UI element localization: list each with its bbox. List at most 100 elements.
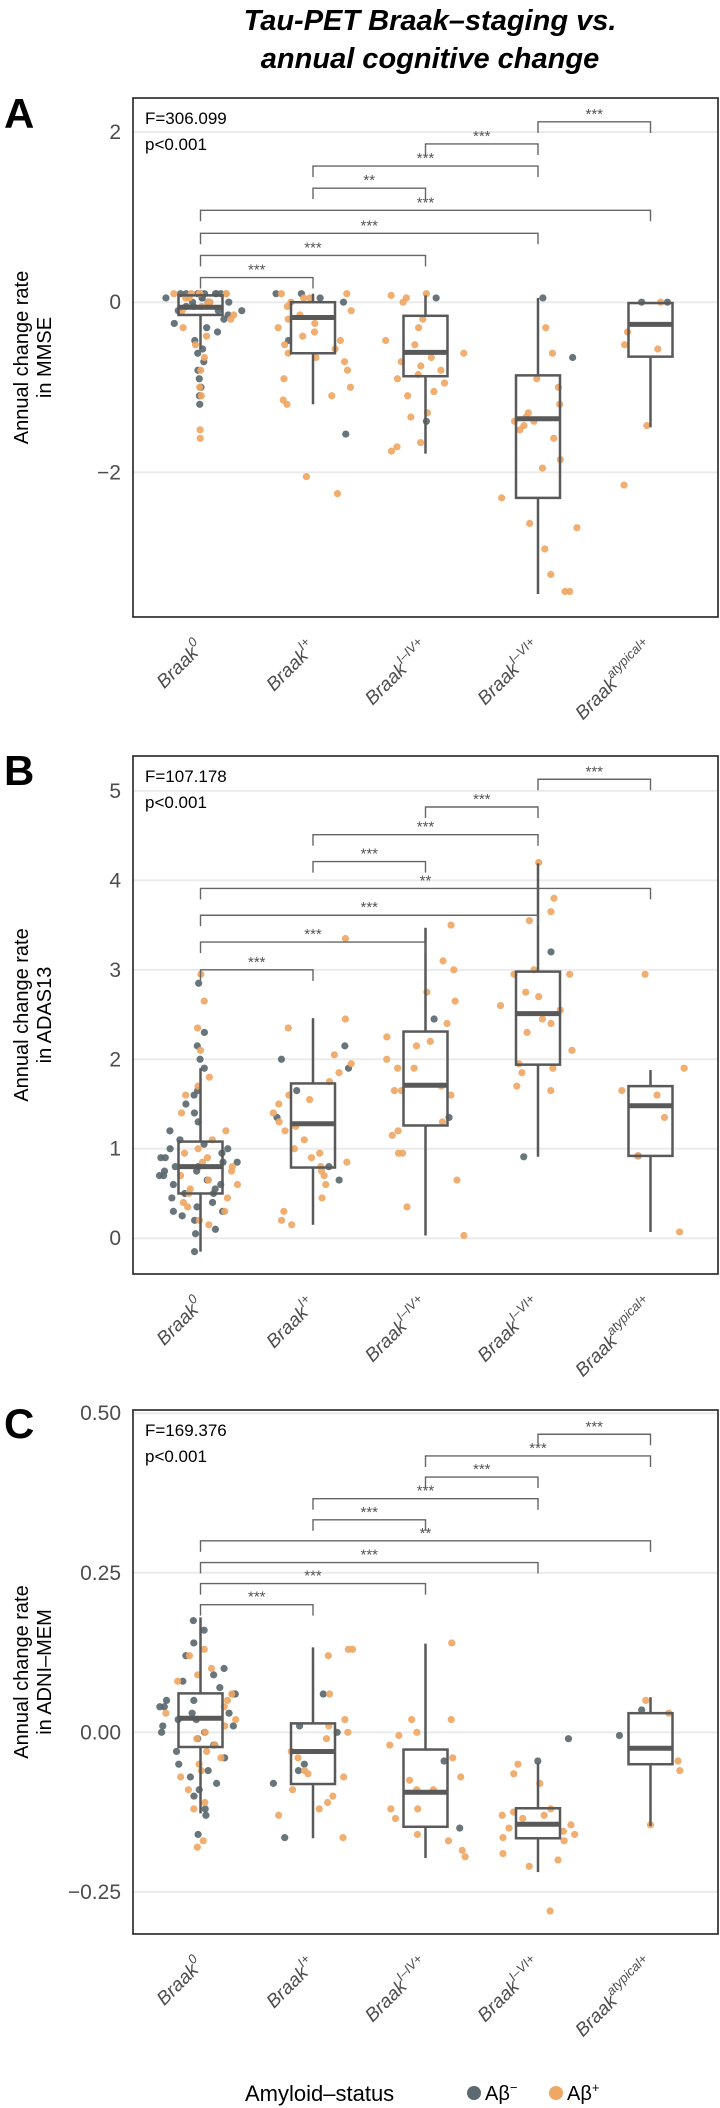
- data-point-abeta-negative: [159, 1722, 167, 1730]
- x-tick-label-superscript: atypical+: [603, 1291, 650, 1338]
- data-point-abeta-positive: [510, 1770, 518, 1778]
- data-point-abeta-negative: [341, 1042, 349, 1050]
- data-point-abeta-negative: [212, 1779, 221, 1787]
- data-point-abeta-positive: [180, 1149, 189, 1157]
- data-point-abeta-positive: [341, 1015, 349, 1023]
- data-point-abeta-positive: [458, 1846, 466, 1854]
- data-point-abeta-negative: [190, 1248, 199, 1256]
- data-point-abeta-positive: [387, 447, 396, 455]
- data-point-abeta-positive: [177, 1109, 186, 1117]
- y-tick-label: 2: [109, 121, 121, 144]
- y-axis-title-line1: Annual change rate: [11, 271, 33, 444]
- data-point-abeta-negative: [200, 1626, 208, 1634]
- data-point-abeta-negative: [203, 324, 211, 332]
- data-point-abeta-positive: [280, 1207, 288, 1215]
- data-point-abeta-positive: [388, 1131, 396, 1139]
- data-point-abeta-negative: [161, 1154, 169, 1162]
- data-point-abeta-positive: [174, 1677, 182, 1685]
- data-point-abeta-positive: [299, 332, 307, 340]
- data-point-abeta-positive: [674, 1757, 682, 1765]
- x-tick-label: BraakI–IV+: [358, 1291, 433, 1366]
- data-point-abeta-positive: [275, 1118, 283, 1126]
- data-point-abeta-positive: [200, 997, 208, 1005]
- figure-title-line2: annual cognitive change: [261, 43, 599, 75]
- data-point-abeta-positive: [413, 1728, 421, 1736]
- significance-bracket: [199, 941, 427, 954]
- data-point-abeta-negative: [430, 1015, 438, 1023]
- data-point-abeta-positive: [322, 1735, 331, 1743]
- data-point-abeta-negative: [233, 1158, 241, 1166]
- data-point-abeta-positive: [496, 1002, 505, 1010]
- data-point-abeta-positive: [341, 934, 350, 943]
- legend-swatch-abeta-negative: [467, 2086, 481, 2100]
- data-point-abeta-positive: [179, 1198, 187, 1207]
- data-point-abeta-positive: [547, 1019, 555, 1028]
- data-point-abeta-positive: [430, 387, 438, 396]
- data-point-abeta-positive: [227, 315, 235, 323]
- data-point-abeta-positive: [199, 1837, 207, 1845]
- y-tick-label: 0: [109, 291, 121, 314]
- data-point-abeta-positive: [277, 290, 285, 298]
- data-point-abeta-positive: [347, 1060, 355, 1068]
- data-point-abeta-positive: [547, 1086, 555, 1095]
- significance-bracket: [199, 209, 652, 222]
- data-point-abeta-negative: [564, 1735, 573, 1743]
- data-point-abeta-negative: [166, 1127, 174, 1135]
- data-point-abeta-positive: [393, 443, 401, 451]
- data-point-abeta-positive: [676, 1767, 684, 1775]
- data-point-abeta-positive: [550, 894, 558, 902]
- data-point-abeta-positive: [222, 1127, 230, 1135]
- data-point-abeta-positive: [542, 324, 550, 332]
- box-iqr: [514, 970, 562, 1066]
- data-point-abeta-positive: [205, 1221, 213, 1229]
- data-point-abeta-negative: [178, 1212, 186, 1220]
- box-iqr: [402, 1030, 449, 1127]
- data-point-abeta-positive: [162, 1709, 170, 1717]
- data-point-abeta-positive: [281, 1127, 289, 1135]
- data-point-abeta-positive: [405, 1776, 414, 1784]
- data-point-abeta-positive: [191, 341, 200, 349]
- data-point-abeta-positive: [410, 1064, 418, 1072]
- data-point-abeta-negative: [225, 298, 233, 306]
- data-point-abeta-negative: [195, 375, 203, 383]
- data-point-abeta-positive: [394, 1064, 402, 1072]
- significance-label: ***: [585, 1418, 603, 1435]
- data-point-abeta-negative: [638, 1706, 646, 1714]
- data-point-abeta-positive: [427, 353, 435, 362]
- significance-bracket: [199, 969, 314, 981]
- data-point-abeta-positive: [200, 1645, 208, 1653]
- data-point-abeta-negative: [194, 349, 202, 357]
- data-point-abeta-positive: [453, 1176, 461, 1184]
- significance-bracket: [312, 165, 539, 178]
- data-point-abeta-negative: [190, 1639, 198, 1647]
- significance-label: ***: [248, 1589, 266, 1606]
- data-point-abeta-positive: [547, 908, 555, 916]
- data-point-abeta-positive: [179, 324, 187, 332]
- data-point-abeta-negative: [294, 1767, 303, 1775]
- data-point-abeta-negative: [166, 1145, 174, 1153]
- y-axis-title-line1: Annual change rate: [11, 1585, 33, 1758]
- data-point-abeta-negative: [615, 1731, 624, 1740]
- data-point-abeta-positive: [306, 294, 314, 302]
- box-iqr: [289, 300, 337, 355]
- x-tick-label: Braak0: [149, 1291, 208, 1350]
- boxplot: [289, 1647, 337, 1839]
- data-point-abeta-negative: [157, 1728, 166, 1736]
- data-point-abeta-positive: [275, 1811, 283, 1819]
- data-point-abeta-negative: [182, 1100, 190, 1108]
- significance-label: ***: [360, 1504, 378, 1521]
- data-point-abeta-negative: [547, 948, 555, 956]
- data-point-abeta-negative: [175, 1760, 183, 1768]
- significance-label: **: [420, 872, 432, 889]
- significance-label: ***: [248, 262, 266, 279]
- data-point-abeta-positive: [440, 379, 449, 387]
- data-point-abeta-positive: [540, 1811, 548, 1819]
- x-tick-label-base: Braak: [572, 1990, 623, 2041]
- data-point-abeta-positive: [343, 1158, 351, 1166]
- data-point-abeta-positive: [416, 438, 425, 447]
- data-point-abeta-positive: [676, 1228, 684, 1236]
- p-value: p<0.001: [145, 793, 207, 812]
- x-tick-label: Braakatypical+: [568, 634, 658, 724]
- data-point-abeta-positive: [333, 490, 342, 498]
